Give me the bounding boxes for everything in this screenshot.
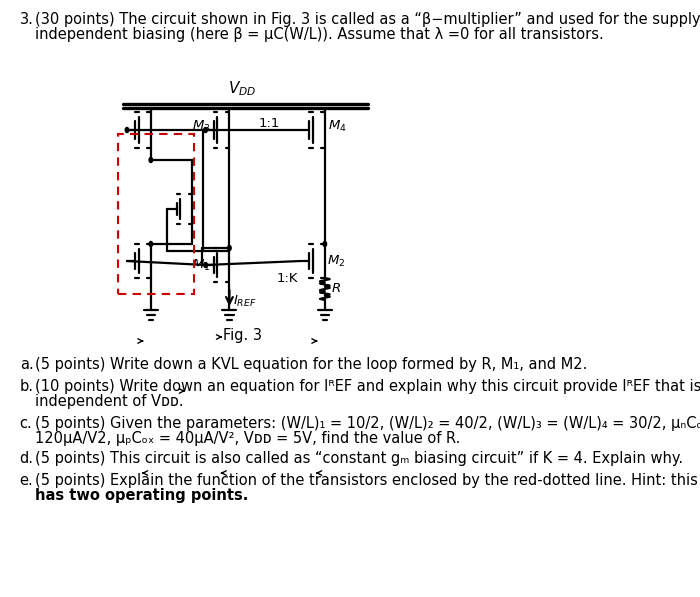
Text: $M_3$: $M_3$ [192,118,211,134]
Text: (30 points) The circuit shown in Fig. 3 is called as a “β−multiplier” and used f: (30 points) The circuit shown in Fig. 3 … [35,12,700,27]
Text: $I_{REF}$: $I_{REF}$ [233,294,257,309]
Text: independent biasing (here β = μC(W/L)). Assume that λ =0 for all transistors.: independent biasing (here β = μC(W/L)). … [35,27,604,42]
Text: $M_4$: $M_4$ [328,118,346,134]
Circle shape [228,245,231,251]
Text: Fig. 3: Fig. 3 [223,328,262,343]
Text: 3.: 3. [20,12,34,27]
Circle shape [204,128,207,133]
Text: a.: a. [20,357,34,372]
Text: (5 points) This circuit is also called as “constant gₘ biasing circuit” if K = 4: (5 points) This circuit is also called a… [35,451,683,466]
Text: $M_2$: $M_2$ [327,254,345,269]
Text: (5 points) Explain the function of the transistors enclosed by the red-dotted li: (5 points) Explain the function of the t… [35,473,700,488]
Text: $R$: $R$ [331,282,341,296]
Text: has two operating points.: has two operating points. [35,488,248,503]
Text: 1:1: 1:1 [259,117,280,130]
Text: b.: b. [20,379,34,394]
Circle shape [125,128,129,133]
Circle shape [323,242,327,247]
Text: c.: c. [20,416,32,431]
Text: 120μA/V2, μₚCₒₓ = 40μA/V², Vᴅᴅ = 5V, find the value of R.: 120μA/V2, μₚCₒₓ = 40μA/V², Vᴅᴅ = 5V, fin… [35,431,461,446]
Text: d.: d. [20,451,34,466]
Text: 1:K: 1:K [276,272,298,285]
Circle shape [149,158,153,162]
Circle shape [204,263,207,267]
Text: e.: e. [20,473,34,488]
Text: $M_1$: $M_1$ [192,257,211,273]
Text: independent of Vᴅᴅ.: independent of Vᴅᴅ. [35,394,183,409]
Text: (10 points) Write down an equation for IᴿEF and explain why this circuit provide: (10 points) Write down an equation for I… [35,379,700,394]
Text: $V_{DD}$: $V_{DD}$ [228,79,256,98]
Text: (5 points) Given the parameters: (W/L)₁ = 10/2, (W/L)₂ = 40/2, (W/L)₃ = (W/L)₄ =: (5 points) Given the parameters: (W/L)₁ … [35,416,700,431]
Circle shape [149,242,153,247]
Text: (5 points) Write down a KVL equation for the loop formed by R, M₁, and M2.: (5 points) Write down a KVL equation for… [35,357,587,372]
